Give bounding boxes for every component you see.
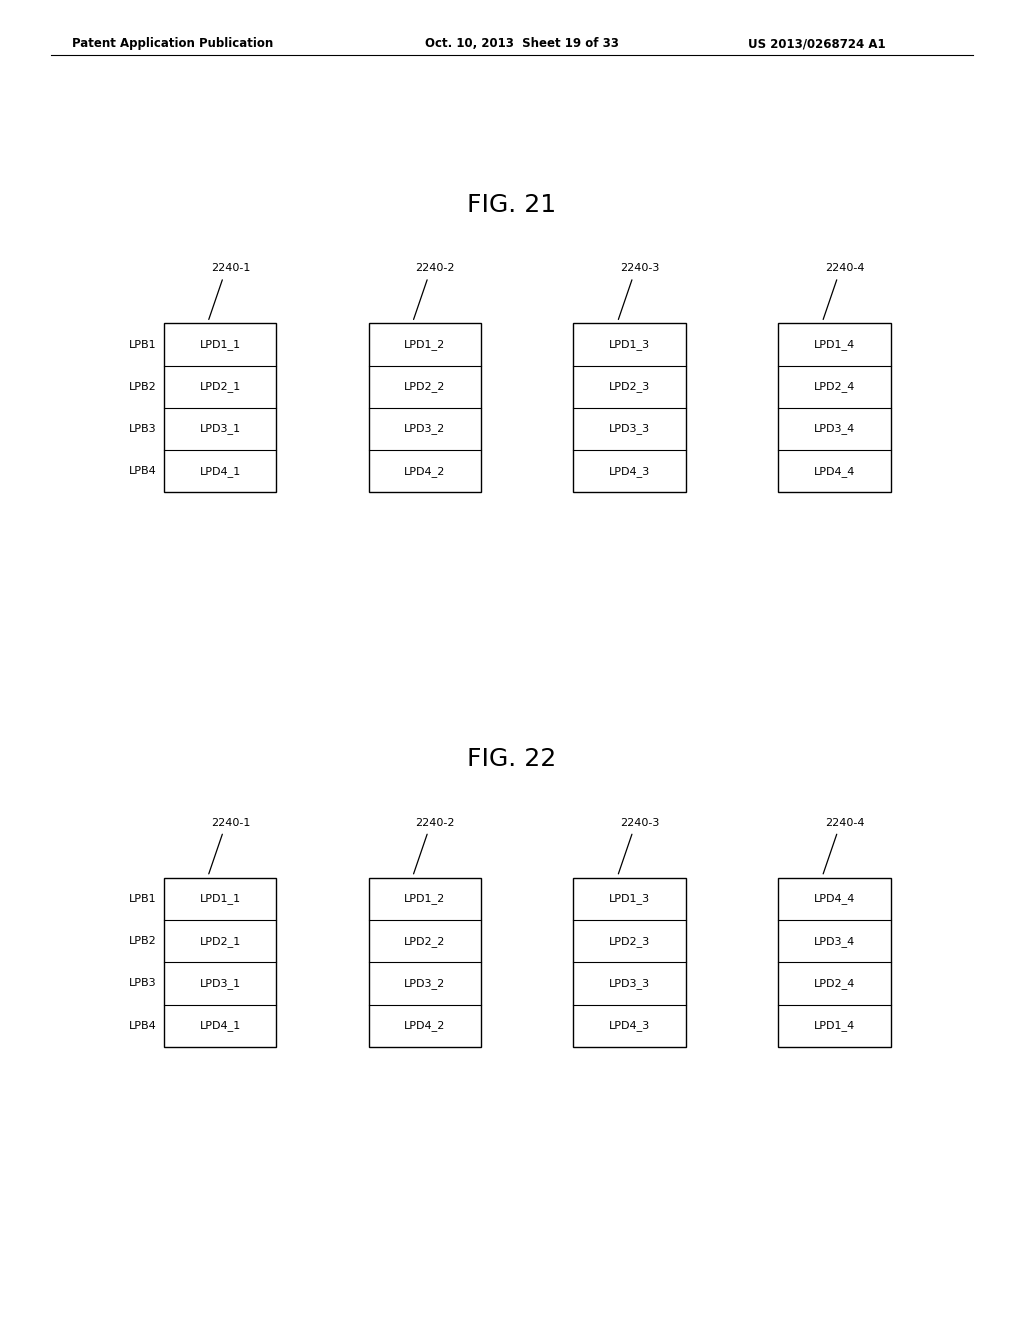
Text: LPD2_2: LPD2_2 bbox=[404, 936, 445, 946]
Text: FIG. 21: FIG. 21 bbox=[467, 193, 557, 216]
Text: LPD4_4: LPD4_4 bbox=[814, 894, 855, 904]
Text: 2240-1: 2240-1 bbox=[211, 263, 250, 273]
Text: FIG. 22: FIG. 22 bbox=[467, 747, 557, 771]
Bar bbox=[369, 878, 481, 1047]
Text: LPD4_2: LPD4_2 bbox=[404, 1020, 445, 1031]
Text: LPD2_3: LPD2_3 bbox=[609, 936, 650, 946]
Text: LPD1_3: LPD1_3 bbox=[609, 339, 650, 350]
Text: LPD4_4: LPD4_4 bbox=[814, 466, 855, 477]
Text: LPD3_2: LPD3_2 bbox=[404, 978, 445, 989]
Text: LPB1: LPB1 bbox=[129, 894, 157, 904]
Bar bbox=[164, 323, 276, 492]
Text: LPD2_3: LPD2_3 bbox=[609, 381, 650, 392]
Text: 2240-4: 2240-4 bbox=[825, 263, 864, 273]
Text: 2240-3: 2240-3 bbox=[621, 263, 659, 273]
Text: 2240-1: 2240-1 bbox=[211, 817, 250, 828]
Text: LPD1_1: LPD1_1 bbox=[200, 894, 241, 904]
Bar bbox=[573, 878, 686, 1047]
Text: Oct. 10, 2013  Sheet 19 of 33: Oct. 10, 2013 Sheet 19 of 33 bbox=[425, 37, 618, 50]
Text: LPB2: LPB2 bbox=[129, 936, 157, 946]
Text: LPB3: LPB3 bbox=[129, 978, 157, 989]
Text: LPD1_4: LPD1_4 bbox=[814, 339, 855, 350]
Text: 2240-2: 2240-2 bbox=[416, 263, 455, 273]
Bar bbox=[778, 323, 891, 492]
Text: LPD3_3: LPD3_3 bbox=[609, 978, 650, 989]
Text: LPD3_1: LPD3_1 bbox=[200, 424, 241, 434]
Text: US 2013/0268724 A1: US 2013/0268724 A1 bbox=[748, 37, 885, 50]
Text: 2240-3: 2240-3 bbox=[621, 817, 659, 828]
Bar bbox=[573, 323, 686, 492]
Text: LPD2_1: LPD2_1 bbox=[200, 381, 241, 392]
Text: LPD4_1: LPD4_1 bbox=[200, 1020, 241, 1031]
Text: LPD3_2: LPD3_2 bbox=[404, 424, 445, 434]
Text: LPD1_1: LPD1_1 bbox=[200, 339, 241, 350]
Text: LPD2_1: LPD2_1 bbox=[200, 936, 241, 946]
Text: LPB4: LPB4 bbox=[129, 1020, 157, 1031]
Text: LPD4_3: LPD4_3 bbox=[609, 1020, 650, 1031]
Text: LPD1_2: LPD1_2 bbox=[404, 339, 445, 350]
Bar bbox=[778, 878, 891, 1047]
Text: LPD2_4: LPD2_4 bbox=[814, 381, 855, 392]
Text: LPD1_4: LPD1_4 bbox=[814, 1020, 855, 1031]
Text: LPB4: LPB4 bbox=[129, 466, 157, 477]
Text: LPD4_2: LPD4_2 bbox=[404, 466, 445, 477]
Text: LPB1: LPB1 bbox=[129, 339, 157, 350]
Text: LPD3_4: LPD3_4 bbox=[814, 936, 855, 946]
Text: LPB3: LPB3 bbox=[129, 424, 157, 434]
Text: Patent Application Publication: Patent Application Publication bbox=[72, 37, 273, 50]
Text: 2240-4: 2240-4 bbox=[825, 817, 864, 828]
Text: LPD1_3: LPD1_3 bbox=[609, 894, 650, 904]
Text: LPD4_3: LPD4_3 bbox=[609, 466, 650, 477]
Bar bbox=[164, 878, 276, 1047]
Text: LPB2: LPB2 bbox=[129, 381, 157, 392]
Text: LPD3_4: LPD3_4 bbox=[814, 424, 855, 434]
Bar bbox=[369, 323, 481, 492]
Text: LPD3_1: LPD3_1 bbox=[200, 978, 241, 989]
Text: LPD2_2: LPD2_2 bbox=[404, 381, 445, 392]
Text: LPD1_2: LPD1_2 bbox=[404, 894, 445, 904]
Text: 2240-2: 2240-2 bbox=[416, 817, 455, 828]
Text: LPD3_3: LPD3_3 bbox=[609, 424, 650, 434]
Text: LPD4_1: LPD4_1 bbox=[200, 466, 241, 477]
Text: LPD2_4: LPD2_4 bbox=[814, 978, 855, 989]
